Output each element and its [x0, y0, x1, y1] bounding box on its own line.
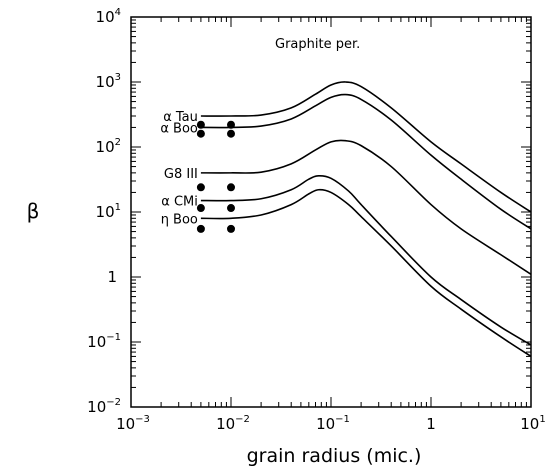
- tick-label: 101: [520, 414, 545, 433]
- data-point: [227, 183, 235, 192]
- series-label: α CMi: [161, 195, 198, 210]
- data-point: [196, 183, 205, 192]
- data-point: [196, 129, 205, 138]
- points-group: [196, 120, 235, 233]
- series-label: α Tau: [163, 110, 198, 125]
- axis-ticks: [130, 17, 531, 408]
- tick-label: 10−1: [87, 332, 121, 351]
- data-point: [227, 224, 235, 233]
- series-label: α Boo: [160, 121, 198, 136]
- data-point: [196, 224, 205, 233]
- series-line: [200, 81, 532, 213]
- x-axis-label: grain radius (mic.): [247, 445, 422, 467]
- y-axis-label: β: [27, 199, 40, 223]
- series-line: [200, 175, 532, 346]
- tick-label: 1: [426, 415, 436, 433]
- series-line: [200, 188, 532, 358]
- tick-label: 103: [96, 72, 121, 91]
- tick-label: 10−1: [316, 414, 350, 433]
- tick-label: 10−2: [216, 414, 250, 433]
- tick-label: 1: [107, 268, 117, 286]
- series-line: [200, 93, 532, 230]
- tick-label: 104: [96, 7, 121, 26]
- data-point: [227, 204, 235, 213]
- data-point: [196, 204, 205, 213]
- data-point: [227, 129, 235, 138]
- tick-label: 102: [96, 137, 121, 156]
- data-point: [227, 120, 235, 129]
- chart-annotation: Graphite per.: [275, 37, 360, 52]
- series-label: G8 III: [164, 167, 198, 182]
- tick-label: 10−3: [116, 414, 150, 433]
- tick-label: 10−2: [87, 397, 121, 416]
- series-group: [200, 81, 532, 358]
- series-line: [200, 139, 532, 275]
- data-point: [196, 120, 205, 129]
- tick-label: 101: [96, 202, 121, 221]
- series-label: η Boo: [161, 212, 198, 227]
